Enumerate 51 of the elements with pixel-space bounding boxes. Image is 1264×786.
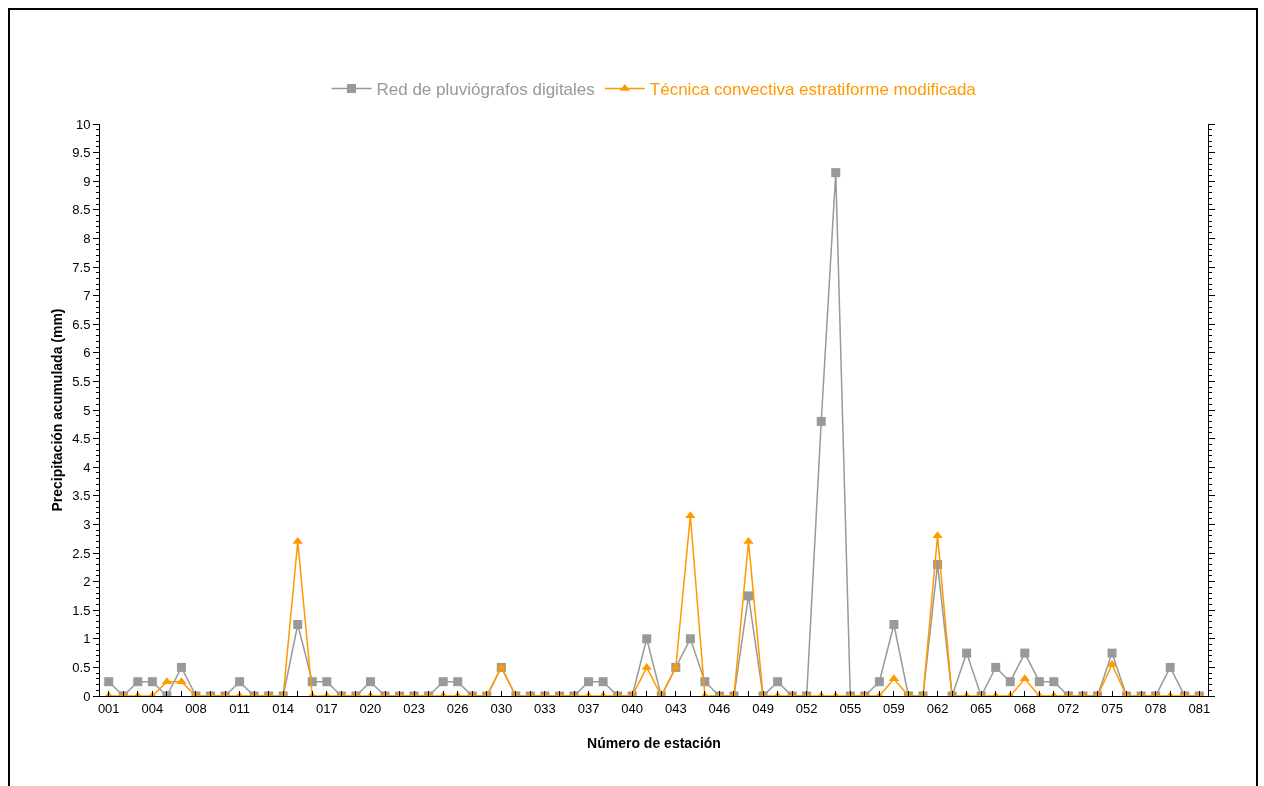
x-tick-label: 011 [229,700,250,716]
x-tick-label: 037 [577,700,600,716]
x-tick-label: 014 [272,700,295,716]
x-axis-title: Número de estación [587,735,721,751]
y-tick-label: 6.5 [72,316,91,332]
y-tick-label: 0 [83,688,91,704]
x-tick-label: 017 [315,700,338,716]
y-axis-title: Precipitación acumulada (mm) [49,308,65,512]
x-tick-label: 052 [795,700,818,716]
y-tick-label: 2.5 [72,545,91,561]
y-tick-label: 7.5 [72,259,91,275]
x-tick-label: 055 [839,700,862,716]
x-tick-label: 004 [141,700,164,716]
y-tick-label: 5 [83,402,91,418]
y-tick-label: 2 [83,574,91,590]
y-tick-label: 6 [83,345,91,361]
x-tick-label: 026 [446,700,469,716]
y-tick-label: 0.5 [72,659,91,675]
x-tick-label: 020 [359,700,382,716]
y-tick-label: 5.5 [72,373,91,389]
y-tick-label: 3 [83,516,91,532]
y-tick-label: 1.5 [72,602,91,618]
y-tick-label: 9.5 [72,145,91,161]
x-tick-label: 049 [752,700,774,716]
x-tick-label: 043 [664,700,687,716]
x-tick-label: 046 [708,700,731,716]
x-tick-label: 040 [621,700,644,716]
x-tick-label: 008 [185,700,207,716]
y-tick-label: 4.5 [72,431,91,447]
x-tick-label: 030 [490,700,513,716]
x-tick-label: 078 [1144,700,1167,716]
y-tick-label: 4 [83,459,91,475]
x-tick-label: 081 [1188,700,1211,716]
x-tick-label: 072 [1057,700,1080,716]
x-tick-label: 033 [534,700,556,716]
x-tick-label: 023 [403,700,425,716]
y-tick-label: 7 [83,288,91,304]
y-tick-label: 8 [83,230,91,246]
x-tick-label: 068 [1013,700,1036,716]
legend-label: Red de pluviógrafos digitales [376,80,595,100]
x-tick-label: 065 [970,700,993,716]
y-tick-label: 3.5 [72,488,91,504]
x-tick-label: 059 [883,700,905,716]
legend-label: Técnica convectiva estratiforme modificada [649,80,977,100]
x-tick-label: 062 [926,700,949,716]
y-tick-label: 8.5 [72,202,91,218]
x-tick-label: 075 [1101,700,1123,716]
y-tick-label: 10 [75,116,91,132]
y-tick-label: 1 [83,631,91,647]
y-tick-label: 9 [83,173,91,189]
x-tick-label: 001 [97,700,120,716]
